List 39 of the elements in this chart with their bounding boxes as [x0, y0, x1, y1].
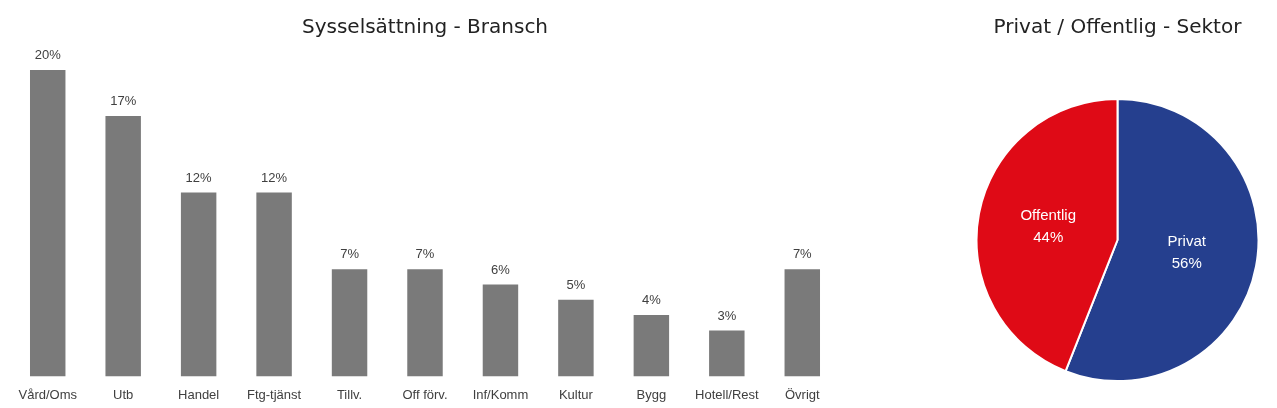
- bar: [784, 269, 821, 377]
- data-label: 17%: [110, 93, 137, 109]
- bar: [105, 115, 141, 377]
- data-label: 56%: [1171, 254, 1202, 272]
- chart-title: Sysselsättning - Bransch: [300, 13, 550, 40]
- bar: [256, 192, 292, 377]
- x-tick-label: Off förv.: [402, 386, 448, 402]
- x-tick-label: Utb: [113, 386, 134, 402]
- slice-label: Privat: [1167, 232, 1207, 250]
- bar: [482, 284, 519, 377]
- bar: [407, 269, 443, 377]
- slice-label: Offentlig: [1020, 205, 1077, 223]
- data-label: 12%: [261, 169, 288, 185]
- bar: [30, 70, 66, 377]
- data-label: 6%: [491, 261, 511, 277]
- x-tick-label: Ftg-tjänst: [247, 386, 302, 402]
- data-label: 4%: [641, 292, 662, 308]
- x-tick-label: Övrigt: [784, 386, 820, 402]
- x-tick-label: Inf/Komm: [472, 386, 529, 402]
- bar: [633, 315, 670, 377]
- x-tick-label: Hotell/Rest: [695, 386, 759, 402]
- data-label: 7%: [340, 246, 360, 262]
- bar: [331, 269, 368, 377]
- data-label: 44%: [1033, 227, 1064, 245]
- x-tick-label: Vård/Oms: [18, 386, 78, 402]
- data-label: 7%: [415, 246, 435, 262]
- x-tick-label: Bygg: [636, 386, 667, 402]
- chart-title: Privat / Offentlig - Sektor: [992, 13, 1243, 40]
- bar: [180, 192, 217, 377]
- data-label: 7%: [792, 246, 813, 262]
- data-label: 3%: [717, 307, 737, 323]
- bar: [558, 299, 594, 377]
- x-tick-label: Kultur: [558, 386, 594, 402]
- bar: [709, 330, 745, 377]
- x-tick-label: Tillv.: [336, 386, 363, 402]
- data-label: 20%: [34, 47, 62, 63]
- x-tick-label: Handel: [178, 386, 220, 402]
- data-label: 12%: [185, 169, 213, 185]
- data-label: 5%: [566, 276, 586, 292]
